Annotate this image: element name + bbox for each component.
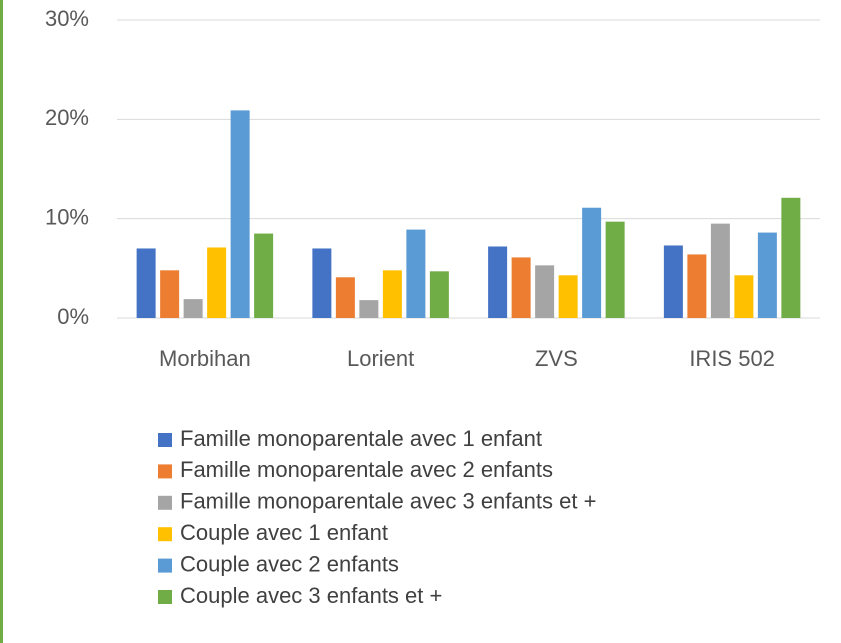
legend-swatch xyxy=(158,464,172,479)
legend-label: Couple avec 2 enfants xyxy=(180,551,399,576)
bar xyxy=(687,254,707,318)
bar xyxy=(663,245,683,318)
bar xyxy=(312,248,332,318)
bar xyxy=(535,265,555,318)
bar xyxy=(710,223,730,318)
bar xyxy=(558,275,578,318)
bar xyxy=(160,270,180,318)
bar xyxy=(429,271,449,318)
legend-swatch xyxy=(158,590,172,604)
y-tick-label: 20% xyxy=(45,105,89,130)
bar xyxy=(582,207,602,318)
bar xyxy=(406,229,426,318)
bar xyxy=(207,247,227,318)
legend-label: Famille monoparentale avec 1 enfant xyxy=(180,426,542,451)
y-tick-label: 10% xyxy=(45,204,89,229)
bar xyxy=(781,197,801,318)
bar xyxy=(382,270,402,318)
legend-swatch xyxy=(158,558,172,573)
x-tick-label: ZVS xyxy=(535,346,578,371)
bar xyxy=(511,257,531,318)
legend-label: Famille monoparentale avec 2 enfants xyxy=(180,457,553,482)
legend-swatch xyxy=(158,433,172,447)
x-tick-label: Lorient xyxy=(347,346,414,371)
bar xyxy=(230,110,250,318)
y-tick-label: 0% xyxy=(57,304,89,329)
bar xyxy=(335,277,355,318)
legend-label: Couple avec 1 enfant xyxy=(180,520,388,545)
y-tick-label: 30% xyxy=(45,6,89,31)
x-tick-label: IRIS 502 xyxy=(689,346,775,371)
legend-swatch xyxy=(158,527,172,542)
bar xyxy=(734,275,754,318)
bar xyxy=(254,233,274,318)
legend-swatch xyxy=(158,495,172,510)
left-border xyxy=(0,0,3,643)
bar xyxy=(183,299,203,318)
legend-label: Couple avec 3 enfants et + xyxy=(180,583,442,608)
x-tick-label: Morbihan xyxy=(159,346,251,371)
bar xyxy=(488,246,508,318)
bar xyxy=(605,221,625,318)
bar xyxy=(359,300,379,318)
bar xyxy=(136,248,156,318)
bar xyxy=(757,232,777,318)
legend-label: Famille monoparentale avec 3 enfants et … xyxy=(180,489,596,514)
